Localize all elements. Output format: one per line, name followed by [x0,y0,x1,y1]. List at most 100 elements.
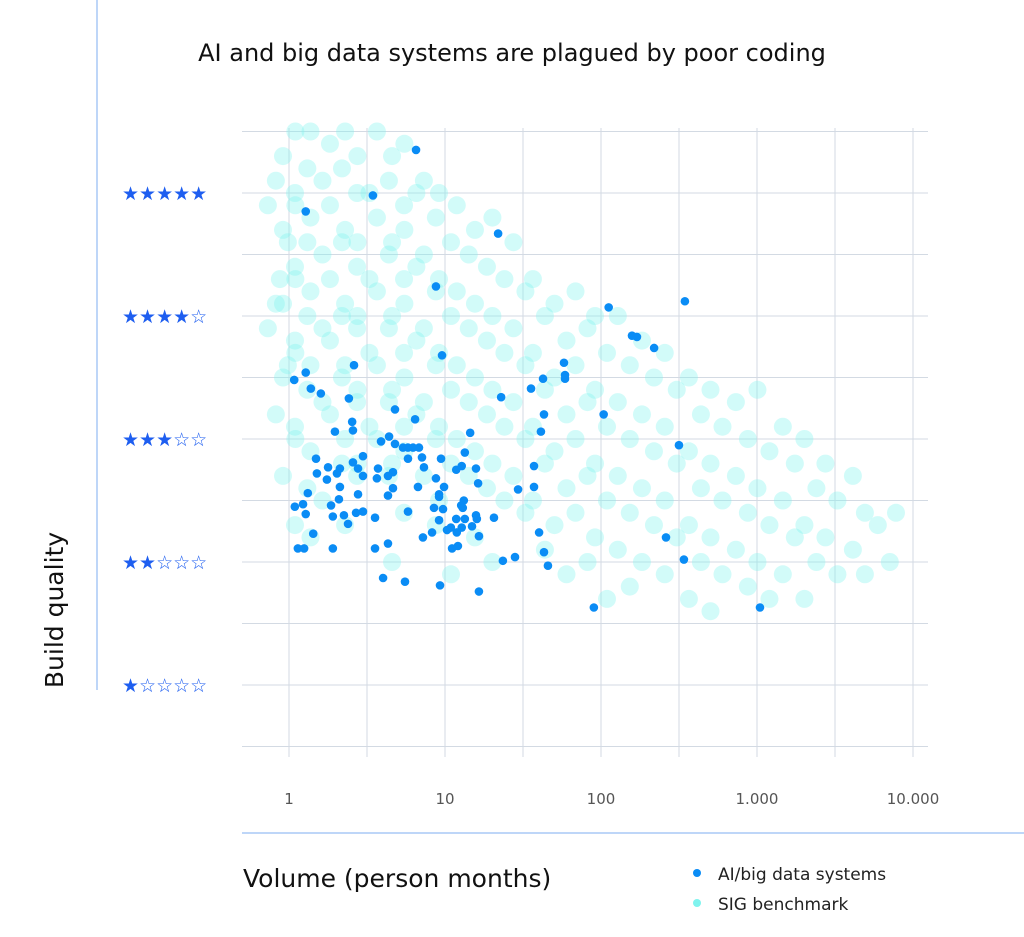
benchmark-point [442,565,460,584]
chart-title: AI and big data systems are plagued by p… [198,39,826,67]
benchmark-point [348,147,367,166]
ai-point [378,573,388,583]
benchmark-point [360,417,379,436]
benchmark-point [430,417,448,436]
benchmark-point [679,589,698,608]
benchmark-point [557,479,576,498]
benchmark-point [477,331,496,350]
benchmark-point [495,270,514,289]
benchmark-point [336,430,355,448]
benchmark-point [545,516,564,535]
ai-point [373,464,383,473]
benchmark-point [379,171,398,190]
benchmark-point [395,196,414,215]
x-tick-label: 100 [587,790,616,808]
benchmark-point [598,417,616,436]
benchmark-point [828,565,847,584]
benchmark-point [504,466,523,485]
benchmark-point [286,122,305,141]
ai-point [453,541,463,551]
benchmark-point [620,430,639,448]
ai-point [460,448,470,457]
ai-point [559,358,569,368]
benchmark-point [336,356,355,375]
ai-point [383,491,393,500]
ai-point [427,528,437,537]
legend-marker-ai [693,869,701,877]
benchmark-point [426,282,445,301]
benchmark-point [477,257,496,276]
ai-point [311,454,321,463]
ai-point [349,360,359,370]
benchmark-point [286,516,304,535]
ai-point [411,145,421,155]
benchmark-point [483,307,502,325]
ai-point [419,462,429,472]
benchmark-point [795,516,814,535]
benchmark-point [447,430,466,448]
benchmark-point [632,405,651,424]
x-tick-label: 1 [284,790,294,808]
benchmark-point [395,294,414,313]
benchmark-point [348,307,367,325]
y-tick-label-stars: ★★★★☆ [122,306,207,328]
y-tick-label-stars: ★★★★★ [122,183,207,205]
benchmark-point [578,393,597,412]
legend-label-ai: AI/big data systems [718,865,886,885]
benchmark-point [598,343,616,362]
ai-point [298,499,308,509]
ai-point [289,375,299,385]
ai-point [458,503,468,513]
benchmark-point [266,294,285,313]
ai-point [334,494,344,504]
benchmark-point [348,466,367,485]
y-tick-label-stars: ★☆☆☆☆ [122,675,207,697]
benchmark-point [691,479,710,498]
benchmark-point [495,491,514,510]
benchmark-point [320,331,339,350]
benchmark-point [608,466,627,485]
benchmark-point [843,466,862,485]
ai-point [538,374,548,384]
benchmark-point [286,417,304,436]
benchmark-point [286,331,304,350]
benchmark-point [516,282,535,301]
benchmark-point [301,282,320,301]
benchmark-point [713,491,732,510]
benchmark-point [632,553,651,571]
benchmark-point [760,442,779,461]
ai-point [680,296,690,306]
ai-point [301,368,311,377]
ai-point [474,587,484,596]
benchmark-point [298,233,317,252]
ai-point [343,519,353,529]
ai-point [679,555,689,564]
benchmark-point [566,430,585,448]
ai-point [303,488,313,498]
benchmark-point [773,565,792,584]
ai-point [293,544,303,553]
x-axis-title: Volume (person months) [243,864,551,893]
benchmark-point [545,442,564,461]
benchmark-point [278,356,297,375]
benchmark-point [608,393,627,412]
ai-point [439,482,449,492]
ai-point [560,374,570,384]
ai-point [451,514,461,524]
benchmark-point [477,479,496,498]
benchmark-point [578,319,597,338]
benchmark-point [274,466,292,485]
y-axis-title: Build quality [40,532,69,688]
benchmark-point [566,282,585,301]
benchmark-point [270,270,289,289]
ai-point [534,528,544,537]
benchmark-point [320,134,339,153]
ai-point [529,482,539,492]
benchmark-point [367,208,386,227]
ai-point [414,443,424,452]
legend-marker-benchmark [693,899,701,907]
ai-point [390,439,400,449]
ai-point [316,389,326,398]
benchmark-point [414,466,433,485]
ai-point [372,474,382,483]
